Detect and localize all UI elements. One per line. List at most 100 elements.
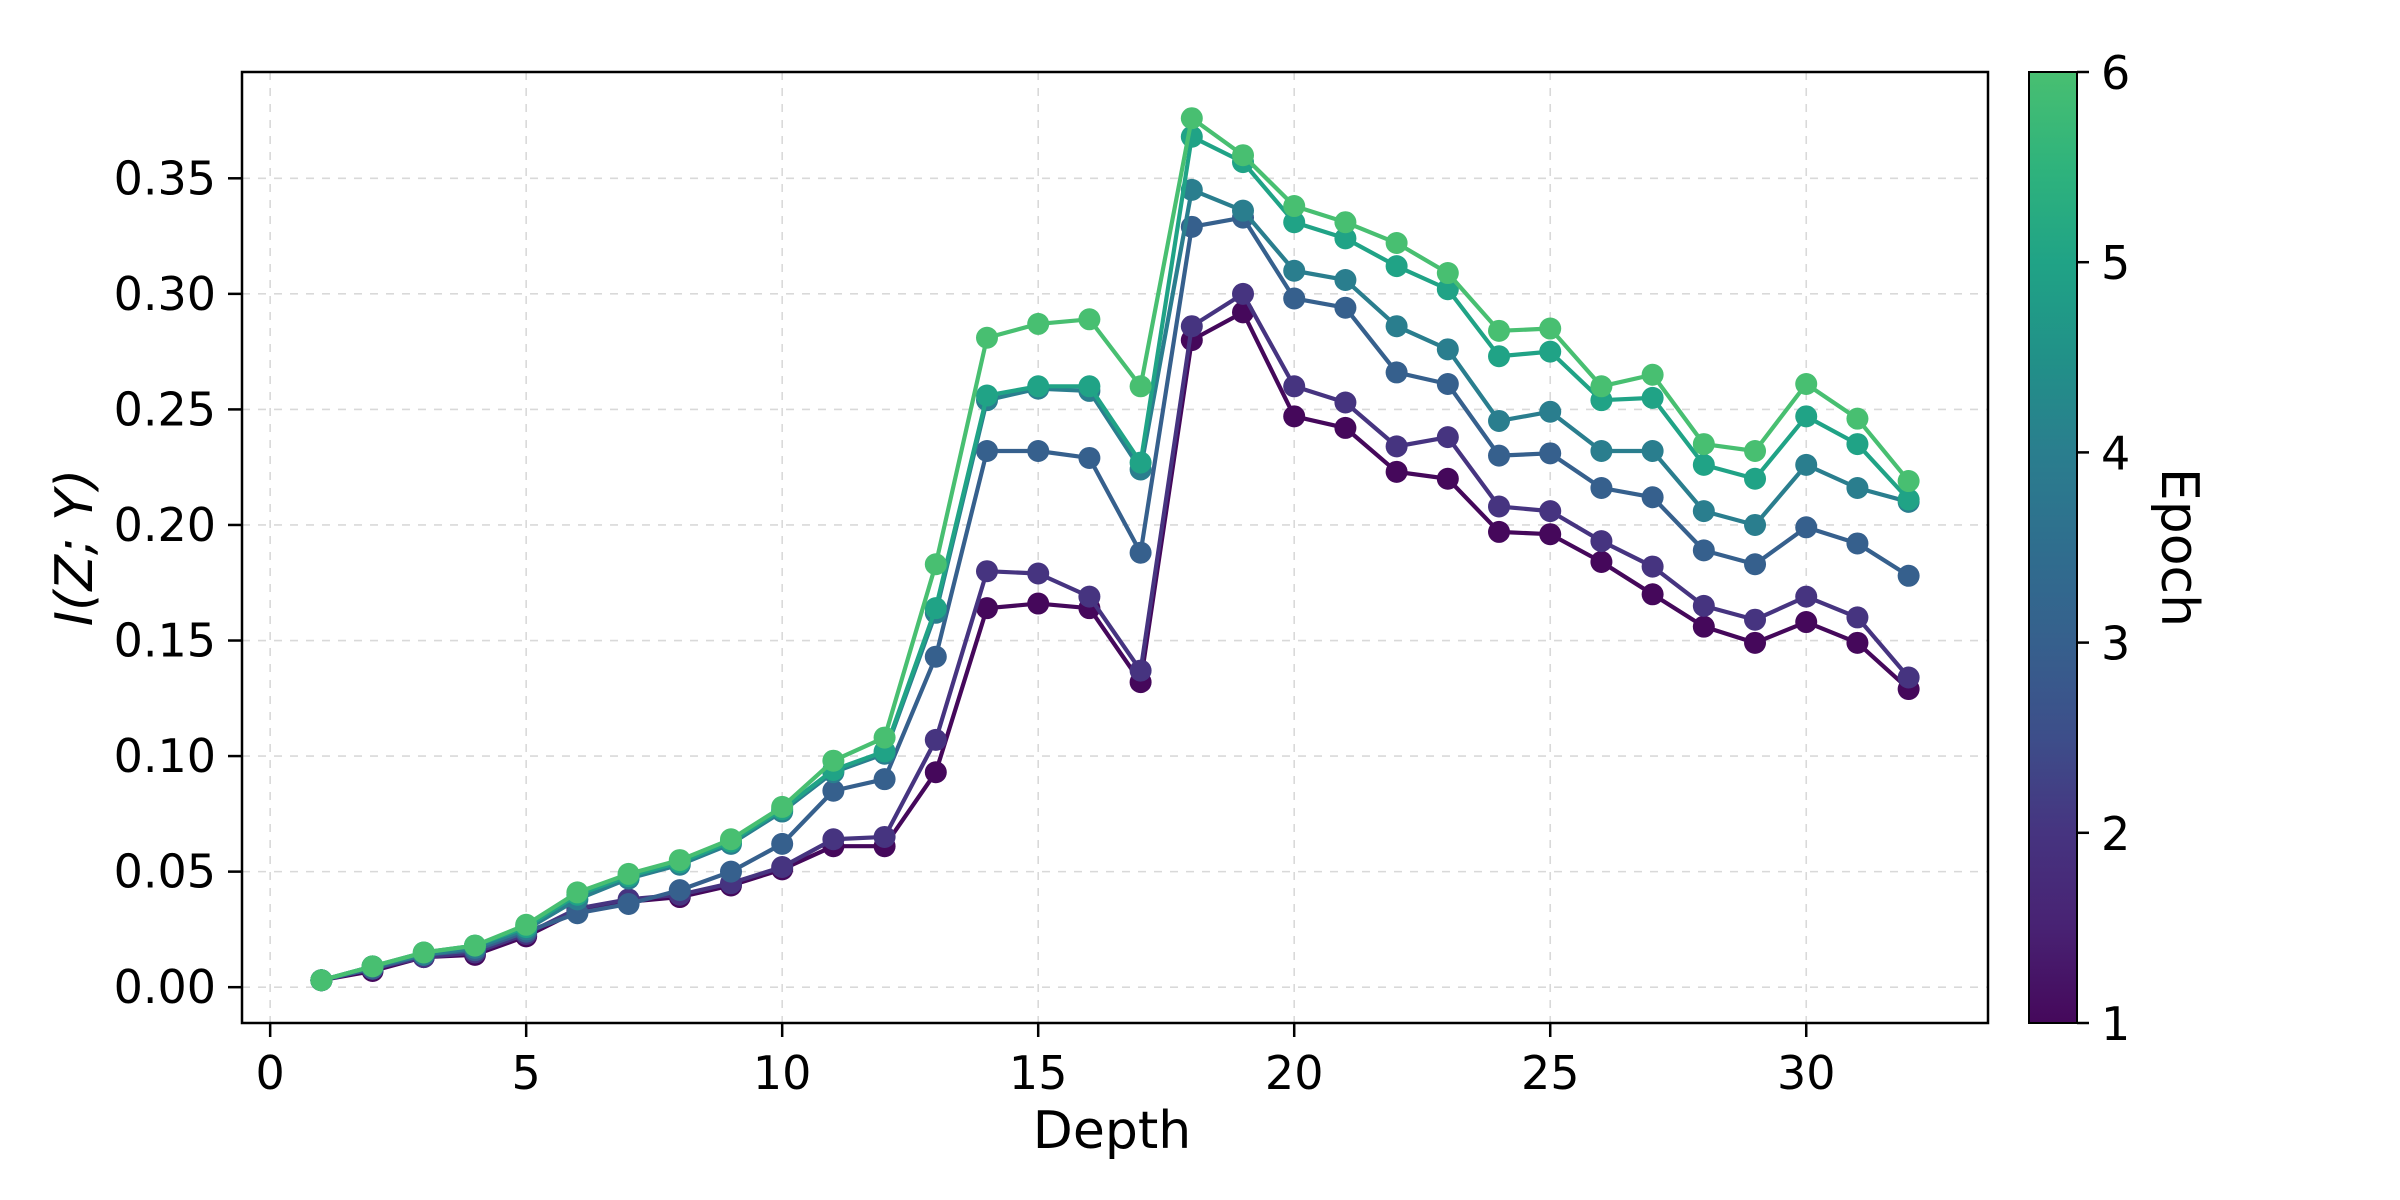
colorbar-tick-label: 5 bbox=[2101, 236, 2130, 290]
data-point bbox=[1590, 440, 1613, 463]
series-line bbox=[319, 187, 1911, 983]
colorbar-tick-label: 4 bbox=[2101, 426, 2130, 480]
series-epoch-2 bbox=[310, 282, 1920, 992]
data-point bbox=[1436, 467, 1459, 490]
data-point bbox=[771, 832, 794, 855]
data-point bbox=[1436, 262, 1459, 285]
data-point bbox=[873, 825, 896, 848]
data-point bbox=[1692, 594, 1715, 617]
data-point bbox=[1795, 405, 1818, 428]
data-point bbox=[1385, 232, 1408, 255]
data-point bbox=[1692, 615, 1715, 638]
data-point bbox=[1846, 606, 1869, 629]
y-tick-label: 0.15 bbox=[114, 614, 216, 668]
colorbar-tick-label: 6 bbox=[2101, 46, 2130, 100]
data-point bbox=[1129, 659, 1152, 682]
y-tick-label: 0.20 bbox=[114, 498, 216, 552]
data-point bbox=[1078, 375, 1101, 398]
data-point bbox=[975, 326, 998, 349]
colorbar-tick-label: 1 bbox=[2101, 997, 2130, 1051]
data-point bbox=[1180, 315, 1203, 338]
y-axis-label: I(Z; Y) bbox=[45, 469, 105, 626]
data-point bbox=[1641, 386, 1664, 409]
data-point bbox=[822, 749, 845, 772]
data-point bbox=[1590, 550, 1613, 573]
data-point bbox=[1897, 488, 1920, 511]
colorbar-tick-label: 2 bbox=[2101, 807, 2130, 861]
x-tick-label: 15 bbox=[1009, 1046, 1068, 1100]
x-tick-label: 10 bbox=[753, 1046, 812, 1100]
data-point bbox=[1846, 532, 1869, 555]
data-point bbox=[668, 879, 691, 902]
data-point bbox=[1795, 516, 1818, 539]
data-point bbox=[1027, 312, 1050, 335]
data-point bbox=[975, 560, 998, 583]
data-point bbox=[1744, 553, 1767, 576]
series-line bbox=[319, 215, 1911, 983]
series-epoch-1 bbox=[310, 301, 1920, 992]
data-point bbox=[1283, 287, 1306, 310]
data-point bbox=[1539, 523, 1562, 546]
data-point bbox=[719, 860, 742, 883]
data-point bbox=[1078, 446, 1101, 469]
data-point bbox=[617, 862, 640, 885]
data-point bbox=[1692, 453, 1715, 476]
series-epoch-3 bbox=[310, 206, 1920, 992]
x-axis: 0 5 10 15 20 25 30 bbox=[256, 1023, 1836, 1100]
data-point bbox=[1385, 255, 1408, 278]
data-point bbox=[924, 645, 947, 668]
series-epoch-6 bbox=[310, 107, 1920, 992]
series-line bbox=[319, 116, 1911, 983]
data-point bbox=[1539, 317, 1562, 340]
data-point bbox=[1744, 631, 1767, 654]
data-point bbox=[975, 384, 998, 407]
data-point bbox=[1385, 315, 1408, 338]
y-tick-label: 0.35 bbox=[114, 151, 216, 205]
data-point bbox=[1436, 278, 1459, 301]
data-point bbox=[1795, 453, 1818, 476]
data-point bbox=[1283, 211, 1306, 234]
colorbar: 1 2 3 4 5 6 Epoch bbox=[2028, 46, 2209, 1051]
data-point bbox=[1129, 375, 1152, 398]
data-point bbox=[771, 795, 794, 818]
data-point bbox=[1129, 451, 1152, 474]
data-point bbox=[924, 553, 947, 576]
data-point bbox=[1334, 416, 1357, 439]
data-point bbox=[1385, 435, 1408, 458]
data-point bbox=[1283, 375, 1306, 398]
data-point bbox=[1590, 476, 1613, 499]
data-point bbox=[1590, 530, 1613, 553]
data-point bbox=[1641, 486, 1664, 509]
data-point bbox=[1078, 585, 1101, 608]
grid bbox=[242, 72, 1988, 1023]
x-tick-label: 0 bbox=[256, 1046, 285, 1100]
data-point bbox=[1641, 440, 1664, 463]
data-point bbox=[1488, 495, 1511, 518]
data-point bbox=[1744, 467, 1767, 490]
data-point bbox=[617, 892, 640, 915]
data-point bbox=[1027, 562, 1050, 585]
x-axis-label: Depth bbox=[1033, 1101, 1191, 1161]
data-point bbox=[412, 941, 435, 964]
colorbar-gradient bbox=[2028, 71, 2078, 1024]
data-point bbox=[1692, 433, 1715, 456]
x-tick-label: 5 bbox=[512, 1046, 541, 1100]
data-point bbox=[1180, 107, 1203, 130]
y-tick-label: 0.30 bbox=[114, 267, 216, 321]
data-point bbox=[1897, 470, 1920, 493]
data-point bbox=[822, 828, 845, 851]
data-point bbox=[1846, 631, 1869, 654]
data-point bbox=[1488, 319, 1511, 342]
data-point bbox=[463, 934, 486, 957]
data-point bbox=[1539, 442, 1562, 465]
data-point bbox=[1846, 407, 1869, 430]
series-line bbox=[319, 310, 1911, 983]
data-point bbox=[1334, 268, 1357, 291]
data-point bbox=[1027, 440, 1050, 463]
data-point bbox=[310, 969, 333, 992]
data-point bbox=[822, 779, 845, 802]
data-point bbox=[1846, 476, 1869, 499]
data-point bbox=[1795, 585, 1818, 608]
data-point bbox=[1078, 308, 1101, 331]
